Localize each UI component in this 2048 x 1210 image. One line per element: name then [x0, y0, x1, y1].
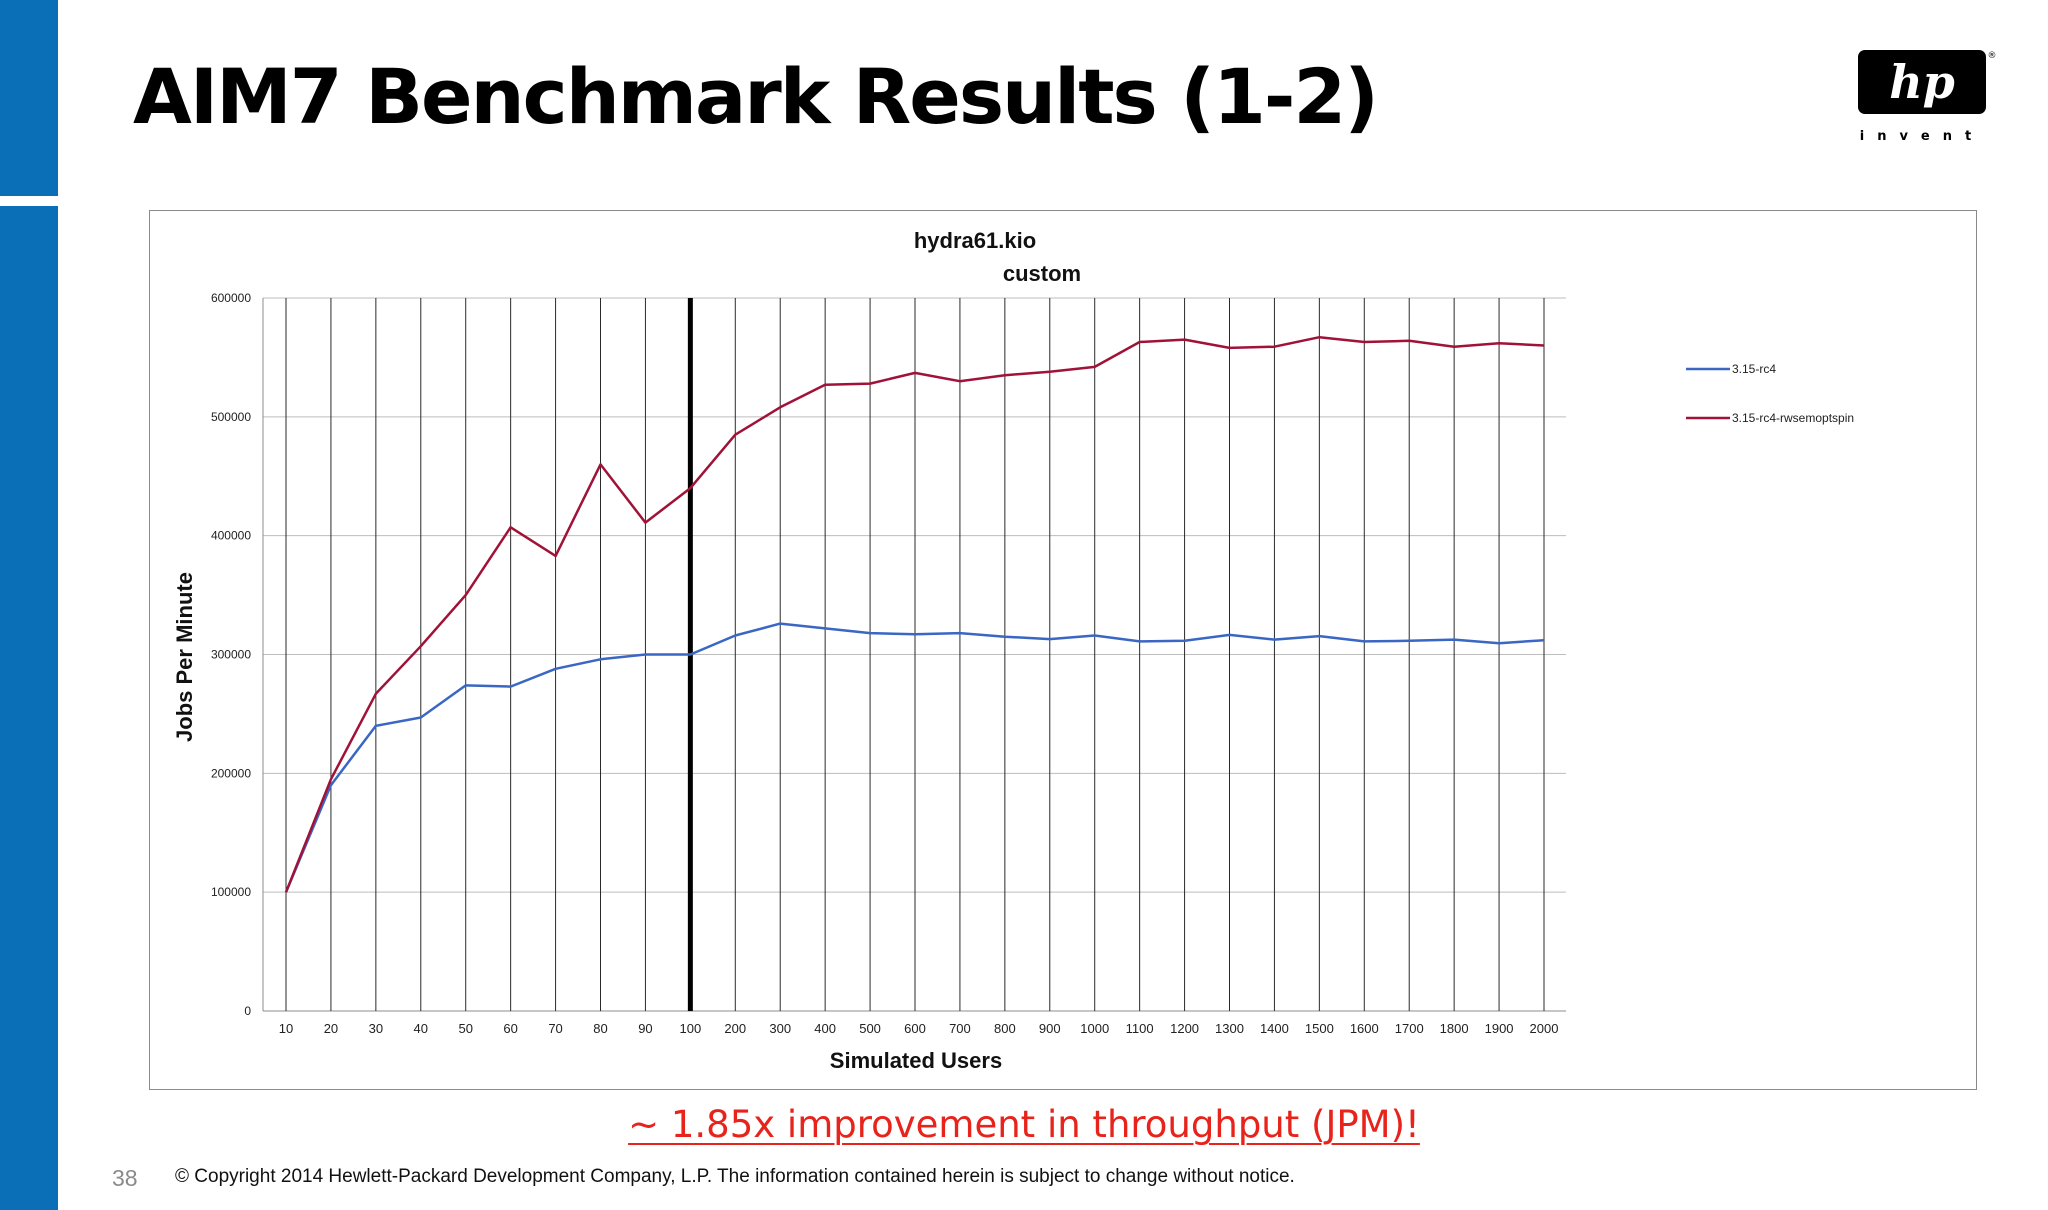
y-tick-label: 100000 — [211, 885, 251, 899]
x-tick-label: 10 — [279, 1021, 293, 1036]
y-tick-label: 0 — [244, 1004, 251, 1018]
x-tick-label: 1100 — [1126, 1021, 1154, 1036]
x-tick-label: 1300 — [1215, 1021, 1244, 1036]
x-tick-label: 400 — [814, 1021, 836, 1036]
slide-title: AIM7 Benchmark Results (1-2) — [133, 52, 1379, 141]
x-tick-label: 1200 — [1170, 1021, 1199, 1036]
x-tick-label: 1500 — [1305, 1021, 1334, 1036]
x-tick-label: 1400 — [1260, 1021, 1289, 1036]
y-tick-label: 500000 — [211, 410, 251, 424]
chart-series — [284, 335, 1545, 893]
improvement-callout: ~ 1.85x improvement in throughput (JPM)! — [628, 1103, 1420, 1146]
hp-logo-icon: hp ® invent — [1858, 50, 1997, 144]
chart: 0 100000 200000 300000 400000 500000 600000 10 2… — [172, 228, 1854, 1073]
y-tick-label: 400000 — [211, 529, 251, 543]
y-tick-label: 200000 — [211, 766, 251, 780]
chart-legend: 3.15-rc4 3.15-rc4-rwsemoptspin — [1686, 362, 1854, 425]
series-line-2 — [284, 335, 1545, 893]
y-axis-label: Jobs Per Minute — [172, 572, 197, 742]
x-tick-label: 2000 — [1530, 1021, 1559, 1036]
x-tick-label: 900 — [1039, 1021, 1061, 1036]
x-tick-label: 1000 — [1080, 1021, 1109, 1036]
x-tick-label: 80 — [593, 1021, 607, 1036]
x-tick-label: 1600 — [1350, 1021, 1379, 1036]
chart-title: hydra61.kio — [914, 228, 1036, 253]
hp-logo-registered: ® — [1988, 51, 1997, 61]
x-tick-label: 1800 — [1440, 1021, 1469, 1036]
x-tick-label: 700 — [949, 1021, 971, 1036]
x-tick-label: 500 — [859, 1021, 881, 1036]
x-tick-label: 20 — [324, 1021, 338, 1036]
x-tick-label: 70 — [548, 1021, 562, 1036]
hp-logo-box — [1858, 50, 1986, 114]
chart-subtitle: custom — [1003, 261, 1081, 286]
x-tick-label: 30 — [369, 1021, 383, 1036]
chart-tick-labels: 0 100000 200000 300000 400000 500000 600000 10 2… — [211, 291, 1559, 1036]
legend-label-1: 3.15-rc4 — [1732, 362, 1776, 376]
x-tick-label: 200 — [724, 1021, 746, 1036]
hp-logo-tagline: invent — [1860, 129, 1984, 144]
chart-grid — [262, 297, 1566, 1012]
y-tick-label: 300000 — [211, 648, 251, 662]
x-tick-label: 60 — [503, 1021, 517, 1036]
x-tick-label: 40 — [414, 1021, 428, 1036]
x-tick-label: 1700 — [1395, 1021, 1424, 1036]
legend-label-2: 3.15-rc4-rwsemoptspin — [1732, 411, 1854, 425]
y-tick-label: 600000 — [211, 291, 251, 305]
x-tick-label: 90 — [638, 1021, 652, 1036]
x-tick-label: 50 — [458, 1021, 472, 1036]
x-tick-label: 600 — [904, 1021, 926, 1036]
hp-logo-text: hp — [1889, 55, 1955, 109]
sidebar-accent-bottom — [0, 206, 58, 1210]
copyright-notice: © Copyright 2014 Hewlett-Packard Develop… — [175, 1166, 1295, 1187]
series-line-1 — [284, 622, 1545, 893]
x-axis-label: Simulated Users — [830, 1048, 1002, 1073]
x-tick-label: 800 — [994, 1021, 1016, 1036]
sidebar-accent-top — [0, 0, 58, 196]
chart-frame: 0 100000 200000 300000 400000 500000 600000 10 2… — [149, 210, 1977, 1090]
page-number: 38 — [112, 1165, 138, 1191]
x-tick-label: 300 — [769, 1021, 791, 1036]
x-tick-label: 100 — [680, 1021, 702, 1036]
x-tick-label: 1900 — [1485, 1021, 1514, 1036]
